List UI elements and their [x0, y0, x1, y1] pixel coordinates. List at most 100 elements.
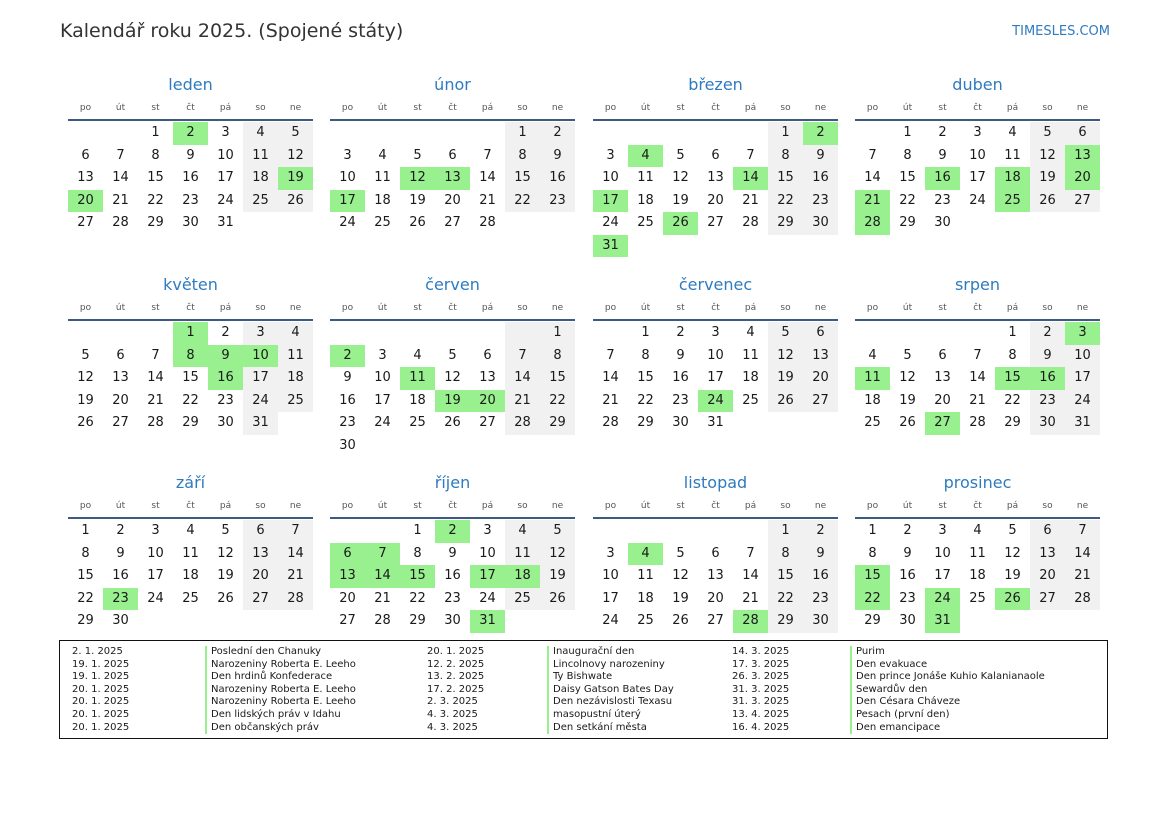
day-cell[interactable]: 30 [217, 415, 234, 430]
day-cell[interactable]: 17 [707, 370, 724, 385]
day-cell[interactable]: 14 [278, 542, 313, 565]
day-cell[interactable]: 16 [444, 568, 461, 583]
day-cell[interactable]: 20 [1030, 565, 1065, 588]
day-cell[interactable]: 7 [973, 347, 982, 363]
day-cell[interactable]: 31 [707, 415, 724, 430]
day-cell[interactable]: 4 [868, 347, 877, 363]
day-cell[interactable]: 3 [243, 322, 278, 345]
day-cell[interactable]: 30 [1030, 412, 1065, 435]
day-cell[interactable]: 13 [934, 370, 951, 385]
day-cell[interactable]: 23 [217, 392, 234, 408]
holiday-day-cell[interactable]: 1 [173, 322, 208, 345]
day-cell[interactable]: 20 [707, 590, 724, 606]
day-cell[interactable]: 22 [77, 590, 94, 606]
day-cell[interactable]: 14 [864, 170, 881, 185]
day-cell[interactable]: 24 [217, 192, 234, 208]
day-cell[interactable]: 6 [711, 545, 720, 561]
day-cell[interactable]: 20 [339, 590, 356, 606]
day-cell[interactable]: 2 [1030, 322, 1065, 345]
day-cell[interactable]: 12 [899, 370, 916, 385]
day-cell[interactable]: 9 [343, 370, 352, 385]
day-cell[interactable]: 25 [374, 215, 391, 230]
day-cell[interactable]: 28 [505, 412, 540, 435]
day-cell[interactable]: 10 [707, 347, 724, 363]
day-cell[interactable]: 5 [448, 347, 457, 363]
day-cell[interactable]: 14 [742, 568, 759, 583]
day-cell[interactable]: 12 [672, 568, 689, 583]
day-cell[interactable]: 28 [1065, 587, 1100, 610]
day-cell[interactable]: 9 [448, 545, 457, 561]
holiday-day-cell[interactable]: 14 [733, 167, 768, 190]
day-cell[interactable]: 29 [1004, 415, 1021, 430]
holiday-day-cell[interactable]: 21 [855, 189, 890, 212]
day-cell[interactable]: 25 [243, 189, 278, 212]
holiday-day-cell[interactable]: 31 [470, 610, 505, 633]
day-cell[interactable]: 27 [112, 415, 129, 430]
day-cell[interactable]: 6 [483, 347, 492, 363]
day-cell[interactable]: 23 [803, 189, 838, 212]
day-cell[interactable]: 5 [81, 347, 90, 363]
site-link[interactable]: TIMESLES.COM [1012, 24, 1110, 39]
day-cell[interactable]: 7 [116, 147, 125, 163]
day-cell[interactable]: 16 [803, 565, 838, 588]
day-cell[interactable]: 27 [77, 215, 94, 230]
holiday-day-cell[interactable]: 13 [1065, 144, 1100, 167]
day-cell[interactable]: 15 [768, 565, 803, 588]
day-cell[interactable]: 1 [540, 322, 575, 345]
day-cell[interactable]: 23 [803, 587, 838, 610]
day-cell[interactable]: 29 [409, 613, 426, 628]
day-cell[interactable]: 18 [637, 590, 654, 606]
day-cell[interactable]: 18 [742, 370, 759, 385]
holiday-day-cell[interactable]: 2 [330, 344, 365, 367]
day-cell[interactable]: 17 [374, 392, 391, 408]
day-cell[interactable]: 2 [676, 325, 685, 340]
day-cell[interactable]: 1 [641, 325, 650, 340]
day-cell[interactable]: 25 [742, 392, 759, 408]
day-cell[interactable]: 17 [243, 367, 278, 390]
day-cell[interactable]: 17 [1065, 367, 1100, 390]
day-cell[interactable]: 29 [899, 215, 916, 230]
day-cell[interactable]: 5 [278, 122, 313, 145]
day-cell[interactable]: 19 [1004, 568, 1021, 583]
day-cell[interactable]: 27 [1030, 587, 1065, 610]
day-cell[interactable]: 7 [505, 344, 540, 367]
day-cell[interactable]: 21 [374, 590, 391, 606]
holiday-day-cell[interactable]: 2 [803, 122, 838, 145]
day-cell[interactable]: 17 [147, 568, 164, 583]
day-cell[interactable]: 29 [864, 613, 881, 628]
holiday-day-cell[interactable]: 2 [173, 122, 208, 145]
day-cell[interactable]: 1 [1008, 325, 1017, 340]
day-cell[interactable]: 13 [479, 370, 496, 385]
day-cell[interactable]: 2 [221, 325, 230, 340]
day-cell[interactable]: 17 [969, 170, 986, 185]
holiday-day-cell[interactable]: 12 [400, 167, 435, 190]
holiday-day-cell[interactable]: 28 [855, 212, 890, 235]
day-cell[interactable]: 26 [217, 590, 234, 606]
day-cell[interactable]: 5 [768, 322, 803, 345]
day-cell[interactable]: 6 [448, 147, 457, 163]
day-cell[interactable]: 22 [182, 392, 199, 408]
day-cell[interactable]: 6 [81, 147, 90, 163]
holiday-day-cell[interactable]: 24 [698, 389, 733, 412]
day-cell[interactable]: 24 [147, 590, 164, 606]
holiday-day-cell[interactable]: 28 [733, 610, 768, 633]
holiday-day-cell[interactable]: 17 [470, 565, 505, 588]
day-cell[interactable]: 3 [938, 523, 947, 538]
day-cell[interactable]: 22 [899, 192, 916, 208]
day-cell[interactable]: 30 [803, 212, 838, 235]
day-cell[interactable]: 7 [746, 147, 755, 163]
day-cell[interactable]: 28 [112, 215, 129, 230]
day-cell[interactable]: 12 [1030, 144, 1065, 167]
day-cell[interactable]: 25 [278, 389, 313, 412]
day-cell[interactable]: 4 [278, 322, 313, 345]
day-cell[interactable]: 4 [1008, 125, 1017, 140]
holiday-day-cell[interactable]: 26 [663, 212, 698, 235]
day-cell[interactable]: 5 [676, 147, 685, 163]
day-cell[interactable]: 26 [444, 415, 461, 430]
day-cell[interactable]: 10 [602, 170, 619, 185]
day-cell[interactable]: 12 [77, 370, 94, 385]
day-cell[interactable]: 7 [868, 147, 877, 163]
day-cell[interactable]: 6 [711, 147, 720, 163]
day-cell[interactable]: 21 [969, 392, 986, 408]
day-cell[interactable]: 9 [803, 144, 838, 167]
